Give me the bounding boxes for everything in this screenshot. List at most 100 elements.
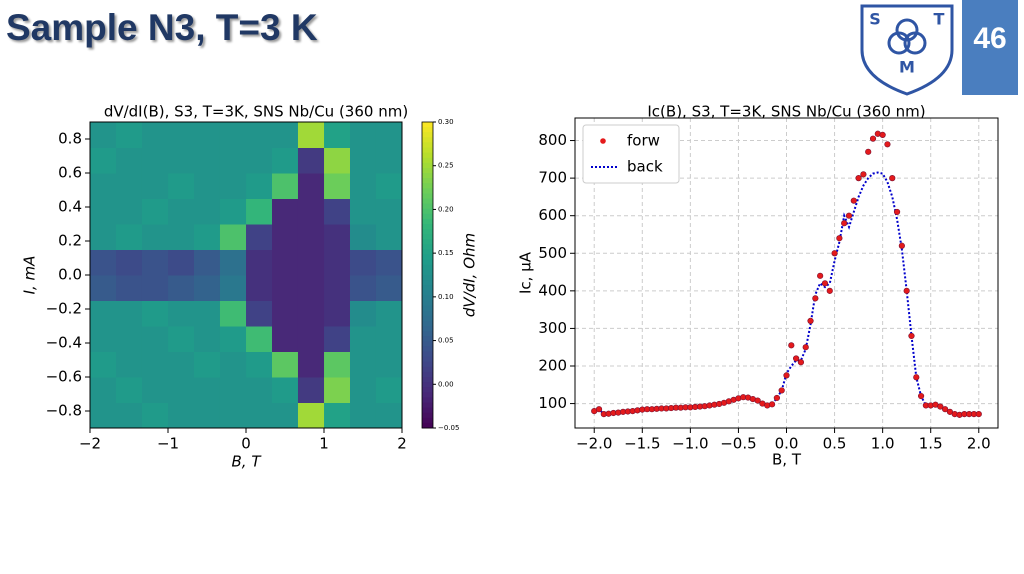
colorbar-segment [422,264,433,271]
heatmap-cell [246,147,273,174]
heatmap-cell [272,173,299,199]
heatmap-cell [168,326,195,352]
colorbar-segment [422,382,433,388]
y-tick-label: 0.8 [58,130,82,148]
y-tick-label: 600 [538,206,567,224]
heatmap-cell [324,249,351,276]
colorbar-segment [422,167,433,174]
heatmap-cell [219,377,247,403]
data-point [850,197,857,204]
y-axis-label: Ic, μA [517,251,535,294]
heatmap-cell [375,275,403,301]
colorbar-segment [422,269,433,276]
heatmap-cell [272,377,299,403]
x-tick-label: 2 [397,435,407,453]
heatmap-cell [324,402,351,429]
heatmap-cell [90,198,117,225]
heatmap-cell [116,275,143,301]
colorbar-segment [422,346,433,352]
colorbar-segment [422,132,433,138]
heatmap-cell [194,198,221,225]
colorbar-segment [422,218,433,225]
data-point [812,295,819,302]
x-tick-label: −1 [157,435,179,453]
x-tick-label: 1.5 [919,435,943,453]
x-tick-label: −0.5 [720,435,756,453]
colorbar-tick-label: 0.15 [438,249,454,257]
colorbar-segment [422,178,433,184]
y-tick-label: −0.8 [46,402,82,420]
heatmap-cell [350,377,377,403]
colorbar-segment [422,387,433,393]
data-point [908,332,915,340]
data-point [860,171,867,178]
data-point [879,131,886,139]
colorbar-segment [422,157,433,164]
heatmap-cell [324,300,351,327]
x-tick-label: −1.5 [624,435,660,453]
heatmap-cell [297,326,325,352]
colorbar-segment [422,224,433,230]
colorbar-segment [422,208,433,215]
y-tick-label: 300 [538,319,567,337]
data-point [783,372,790,379]
data-point [754,397,761,404]
heatmap-cell [168,300,195,327]
y-tick-label: 500 [538,244,567,262]
colorbar-segment [422,173,433,179]
colorbar-segment [422,127,433,133]
heatmap-cell [116,224,143,250]
data-point [807,317,814,325]
heatmap-cell [141,224,169,250]
data-point [831,250,838,257]
heatmap-cell [168,275,195,301]
heatmap-cell [324,147,351,174]
heatmap-cell [350,351,377,378]
y-tick-label: 700 [538,169,567,187]
heatmap-cell [141,402,169,429]
heatmap-cell [219,122,247,148]
heatmap-cell [297,351,325,378]
heatmap-cell [375,351,403,378]
heatmap-cell [246,326,273,352]
heatmap-cell [168,249,195,276]
heatmap-cell [375,326,403,352]
heatmap-cell [116,173,143,199]
heatmap-cell [219,402,247,429]
colorbar-segment [422,412,433,419]
colorbar-segment [422,142,433,148]
data-point [773,394,780,402]
heatmap-cell [141,122,169,148]
heatmap-cell [219,326,247,352]
colorbar-segment [422,290,433,296]
data-point [869,135,877,142]
logo-letter: T [934,10,945,29]
data-point [893,208,901,216]
y-tick-label: 0.0 [58,266,82,284]
x-tick-label: 0.0 [775,435,799,453]
heatmap-cell [272,122,299,148]
heatmap-cell [375,198,403,225]
heatmap-cell [116,377,143,403]
legend-marker [600,138,606,144]
heatmap-cell [168,122,195,148]
heatmap-cell [350,173,377,199]
heatmap-cell [219,275,247,301]
colorbar-segment [422,397,433,403]
heatmap-cell [246,224,273,250]
colorbar-segment [422,366,433,373]
colorbar-tick-label: 0.05 [438,337,454,345]
heatmap-cell [272,147,299,174]
heatmap-cell [297,173,325,199]
heatmap-cell [168,198,195,225]
heatmap-cell [246,300,273,327]
logo-ring [887,31,911,55]
heatmap-cell [272,300,299,327]
colorbar-tick-label: 0.25 [438,162,454,170]
colorbar-label: dV/dI, Ohm [461,233,479,317]
data-point [884,141,891,148]
heatmap-cell [272,402,299,429]
data-point [778,387,785,394]
colorbar-segment [422,275,433,281]
data-point [975,410,982,418]
